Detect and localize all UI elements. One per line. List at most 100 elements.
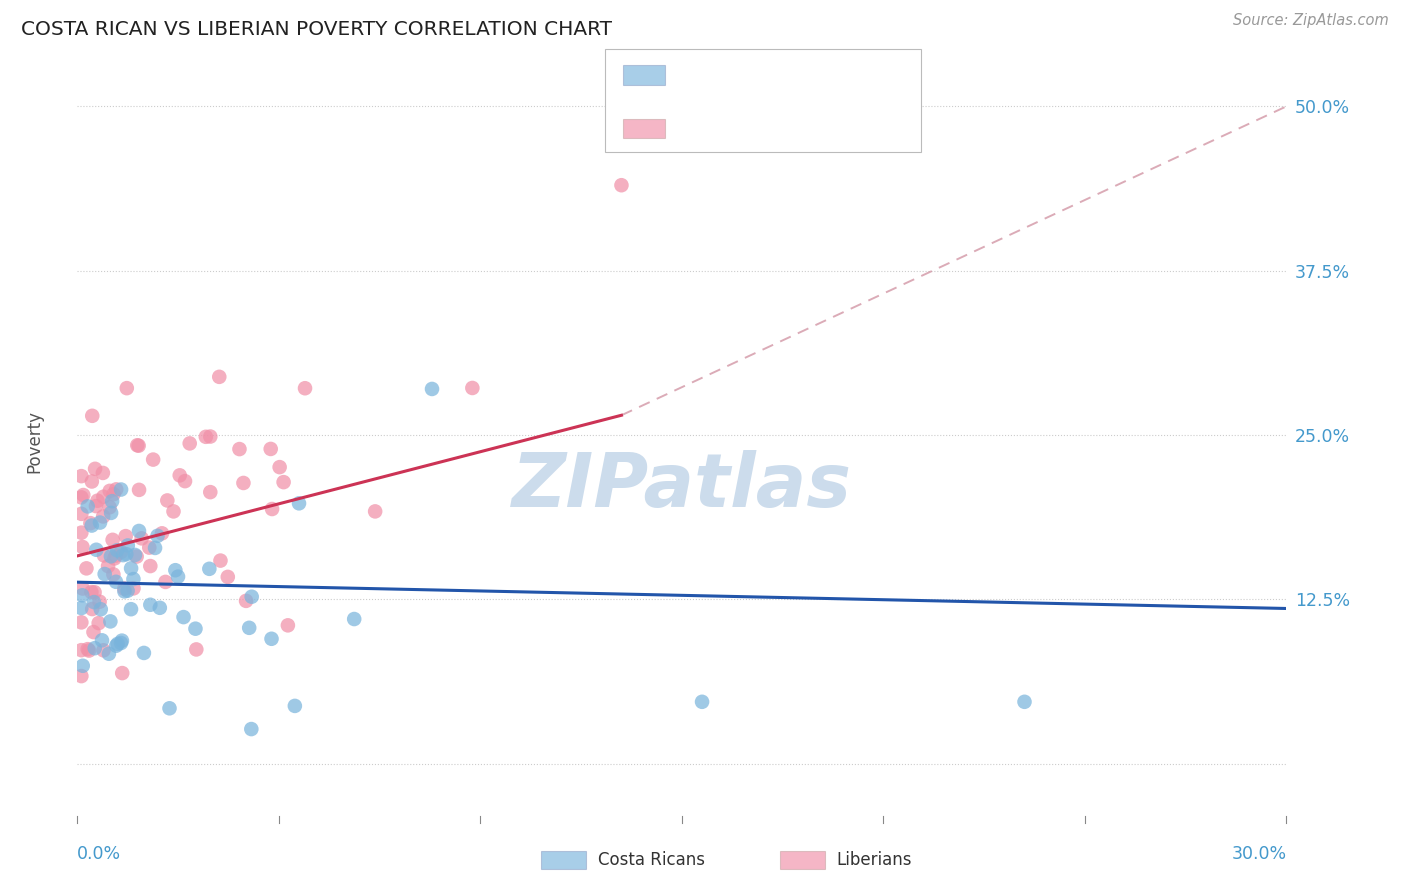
Point <box>101 494 124 508</box>
Text: ZIPatlas: ZIPatlas <box>512 450 852 523</box>
Text: 30.0%: 30.0% <box>1232 845 1286 863</box>
Point <box>240 722 263 736</box>
Point <box>103 487 125 501</box>
Point <box>217 570 239 584</box>
Point <box>232 475 254 490</box>
Text: 79: 79 <box>841 120 862 137</box>
Point <box>122 572 145 586</box>
Point <box>260 632 283 646</box>
Point <box>128 524 150 538</box>
Point <box>83 641 105 656</box>
Point <box>139 559 162 574</box>
Point <box>124 548 146 562</box>
Text: Source: ZipAtlas.com: Source: ZipAtlas.com <box>1233 13 1389 29</box>
Point <box>87 616 110 631</box>
Text: COSTA RICAN VS LIBERIAN POVERTY CORRELATION CHART: COSTA RICAN VS LIBERIAN POVERTY CORRELAT… <box>21 20 612 38</box>
Point <box>82 409 104 423</box>
Point <box>100 506 122 520</box>
Point <box>105 639 128 653</box>
Point <box>117 583 139 598</box>
Text: N =: N = <box>794 66 842 84</box>
Point <box>122 582 145 596</box>
Text: Poverty: Poverty <box>25 410 44 473</box>
Point <box>200 485 222 500</box>
Point <box>70 669 93 683</box>
Point <box>70 507 93 521</box>
Point <box>343 612 366 626</box>
Point <box>146 529 169 543</box>
Point <box>72 582 94 596</box>
Point <box>610 178 633 193</box>
Point <box>186 642 208 657</box>
Point <box>128 439 150 453</box>
Point <box>277 618 299 632</box>
Point <box>91 466 114 480</box>
Point <box>110 483 132 497</box>
Point <box>110 545 132 559</box>
Point <box>228 442 250 456</box>
Point <box>103 567 125 582</box>
Point <box>120 561 142 575</box>
Point <box>117 539 139 553</box>
Point <box>139 598 162 612</box>
Point <box>70 469 93 483</box>
Point <box>80 585 103 599</box>
Point <box>70 615 93 630</box>
Point <box>105 483 128 497</box>
Point <box>105 543 128 558</box>
Point <box>98 483 121 498</box>
Point <box>132 646 155 660</box>
Point <box>93 643 115 657</box>
Point <box>240 590 263 604</box>
Point <box>111 666 134 681</box>
Point <box>80 475 103 489</box>
Point <box>120 602 142 616</box>
Text: Costa Ricans: Costa Ricans <box>598 851 704 869</box>
Text: 0.383: 0.383 <box>725 120 773 137</box>
Point <box>260 442 283 456</box>
Point <box>238 621 260 635</box>
Point <box>690 695 713 709</box>
Point <box>80 518 103 533</box>
Point <box>288 496 311 510</box>
Point <box>167 569 190 583</box>
Point <box>72 488 94 502</box>
Point <box>162 504 184 518</box>
Point <box>70 525 93 540</box>
Point <box>208 369 231 384</box>
Point <box>91 633 114 648</box>
Point <box>110 636 132 650</box>
Point <box>70 491 93 505</box>
Point <box>100 615 122 629</box>
Point <box>112 584 135 599</box>
Point <box>72 658 94 673</box>
Text: Liberians: Liberians <box>837 851 912 869</box>
Point <box>93 490 115 504</box>
Point <box>174 474 197 488</box>
Point <box>77 643 100 657</box>
Text: R =: R = <box>679 66 716 84</box>
Point <box>165 563 187 577</box>
Point <box>1014 695 1036 709</box>
Point <box>89 516 111 530</box>
Point <box>82 602 104 616</box>
Point <box>86 542 108 557</box>
Point <box>83 585 105 599</box>
Point <box>269 460 291 475</box>
Point <box>100 549 122 564</box>
Point <box>262 502 284 516</box>
Point <box>112 548 135 562</box>
Point <box>461 381 484 395</box>
Point <box>198 562 221 576</box>
Point <box>235 594 257 608</box>
Point <box>89 595 111 609</box>
Point <box>84 499 107 513</box>
Point <box>70 643 93 657</box>
Point <box>90 602 112 616</box>
Point <box>169 468 191 483</box>
Point <box>103 551 125 566</box>
Point <box>72 540 94 554</box>
Point <box>420 382 443 396</box>
Point <box>104 574 127 589</box>
Text: 55: 55 <box>841 66 862 84</box>
